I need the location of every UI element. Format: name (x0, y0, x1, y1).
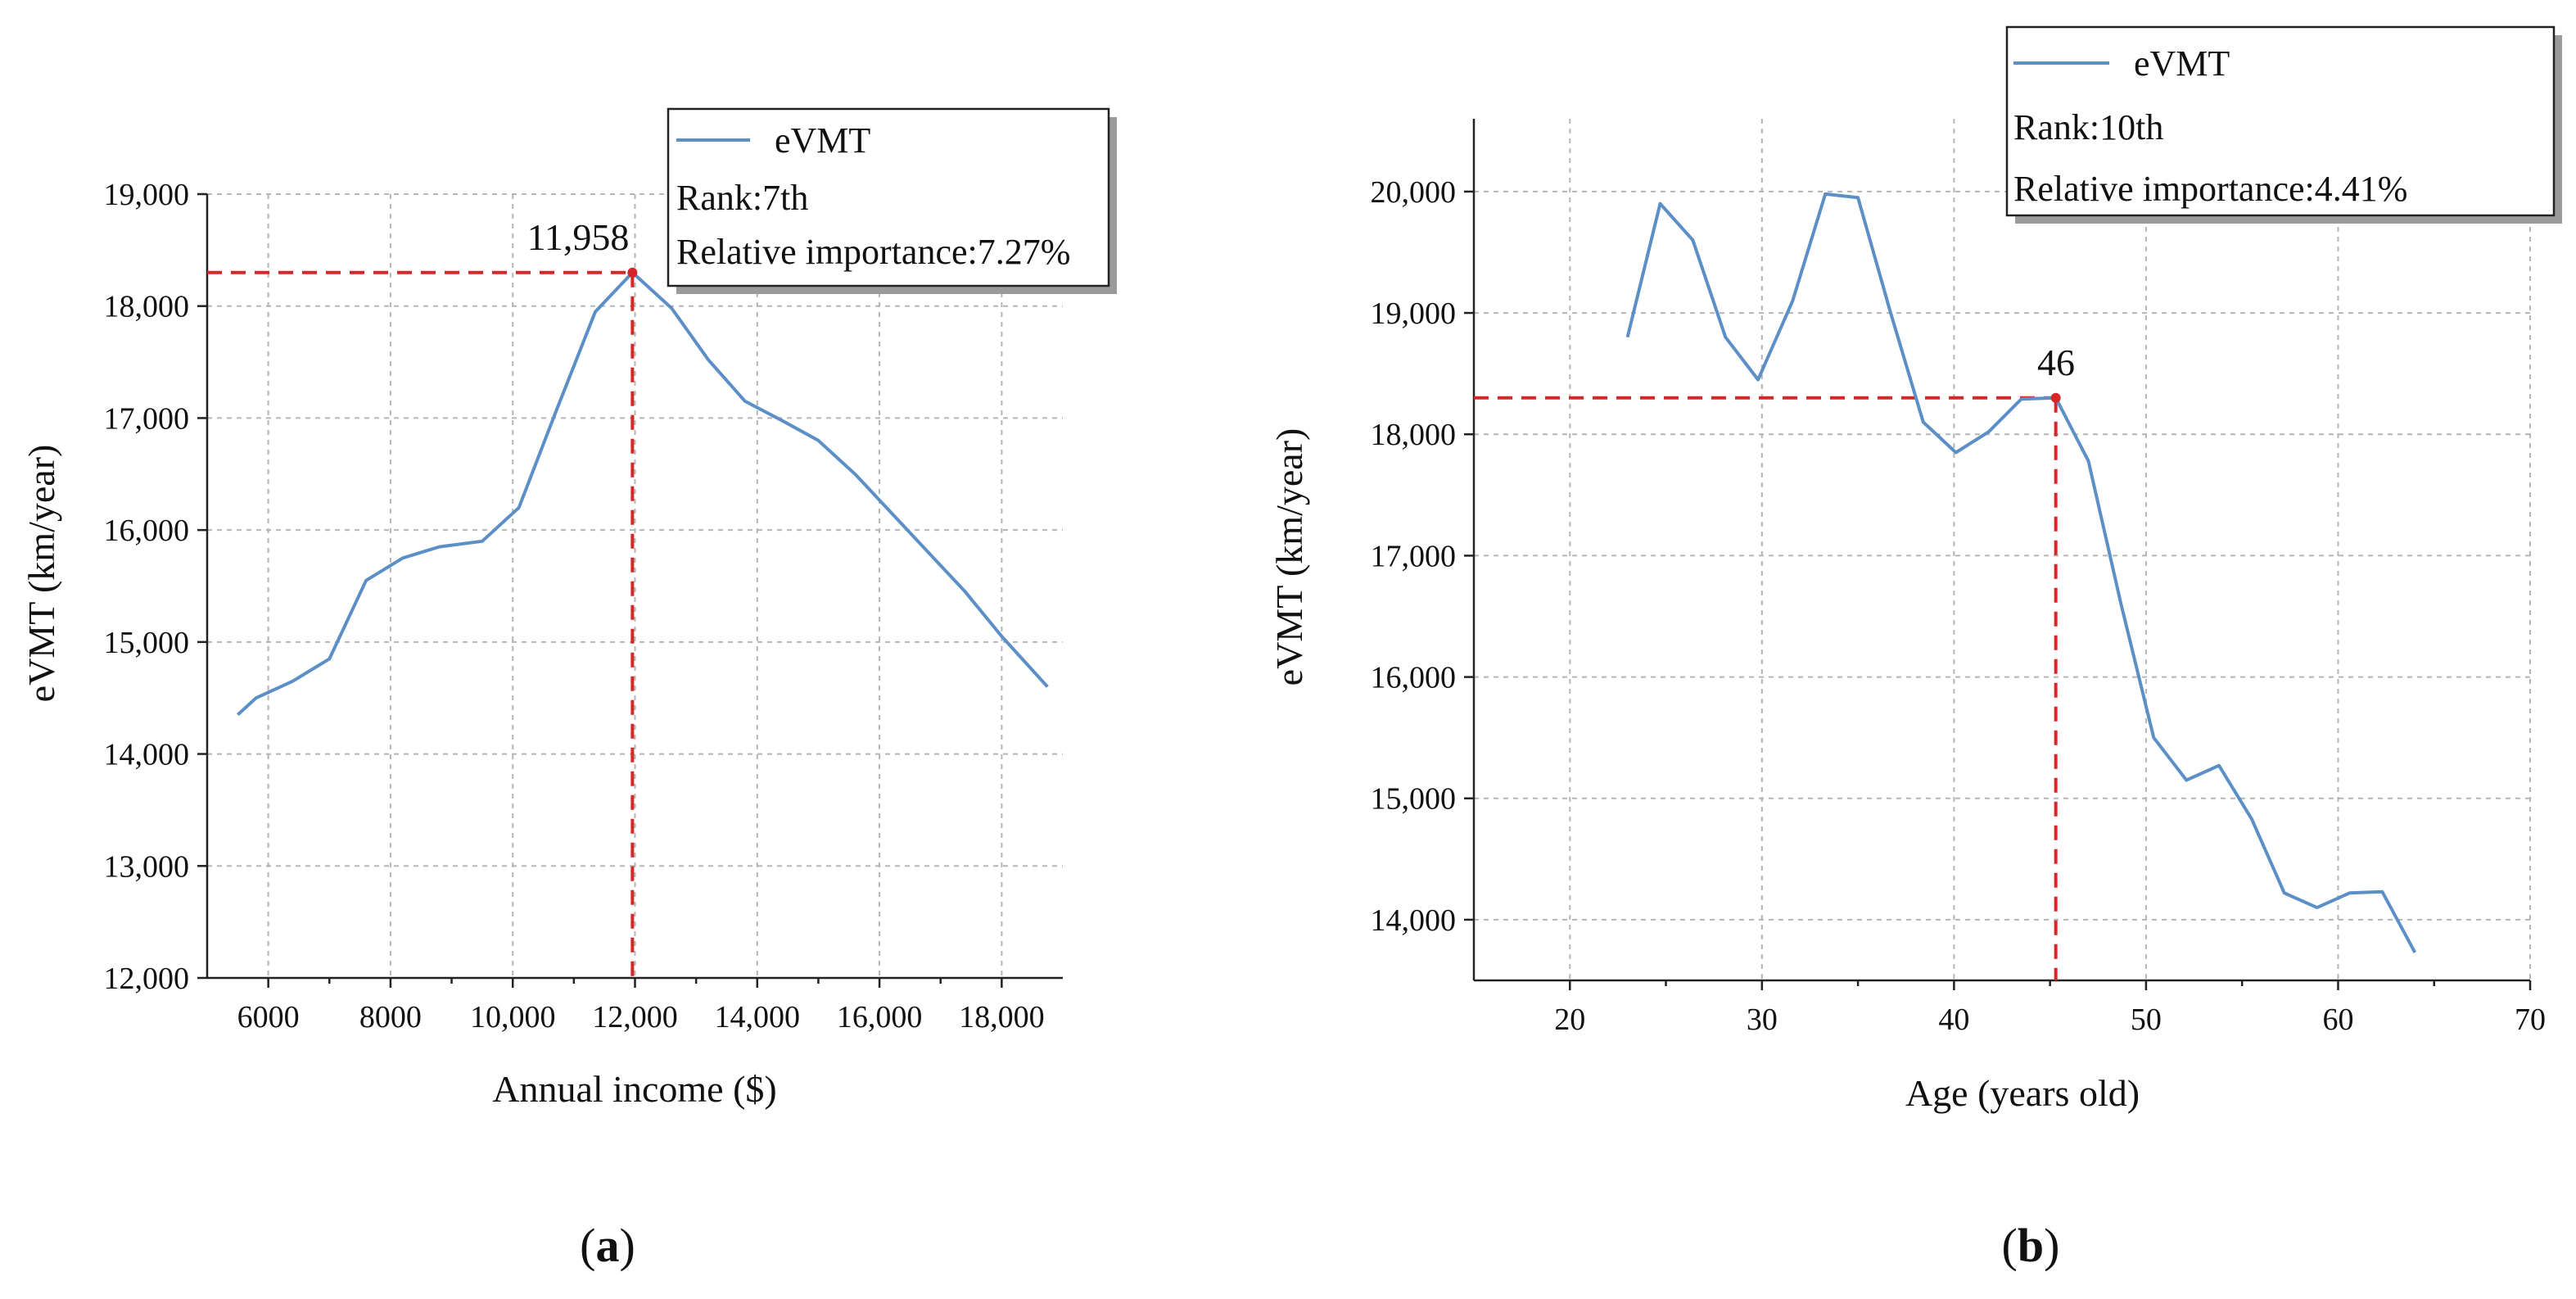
chart-b-annotation: 46 (2037, 342, 2075, 383)
chart-b-x-tick-label: 70 (2515, 1003, 2546, 1037)
chart-a-x-axis-title: Annual income ($) (492, 1068, 776, 1110)
chart-a-x-tick-label: 12,000 (592, 1000, 678, 1034)
chart-b-ticks: 20 30 40 50 60 70 14,000 15,000 16,000 17,000 18,0… (1371, 175, 2547, 1037)
chart-b: 20 30 40 50 60 70 14,000 15,000 16,000 17,000 18,0… (1268, 25, 2562, 1272)
chart-a-series (236, 267, 1049, 717)
chart-a-ticks: 6000 8000 10,000 12,000 14,000 16,000 18,000 12… (104, 178, 1045, 1034)
chart-b-y-tick-label: 20,000 (1371, 175, 1457, 210)
chart-a-gridlines (207, 193, 1063, 979)
chart-b-y-tick-label: 17,000 (1371, 539, 1457, 573)
chart-a-y-tick-label: 15,000 (104, 626, 190, 660)
chart-a-annotation: 11,958 (527, 216, 630, 258)
chart-b-y-tick-label: 16,000 (1371, 661, 1457, 695)
chart-b-legend-importance: Relative importance:4.41% (2013, 169, 2407, 209)
chart-a-series-line-eVMT (236, 270, 1049, 717)
chart-b-y-tick-label: 19,000 (1371, 296, 1457, 331)
chart-b-x-axis-title: Age (years old) (1905, 1072, 2140, 1114)
chart-b-legend-box (2005, 25, 2556, 217)
svg-text:(b): (b) (2002, 1219, 2060, 1272)
chart-a-x-tick-label: 6000 (237, 1000, 300, 1034)
chart-a-x-tick-label: 8000 (359, 1000, 422, 1034)
chart-b-y-tick-label: 15,000 (1371, 782, 1457, 817)
chart-a-y-tick-label: 13,000 (104, 849, 190, 884)
chart-b-caption: (b) (2002, 1219, 2060, 1272)
chart-b-x-tick-label: 40 (1938, 1003, 1969, 1037)
svg-text:(a): (a) (580, 1219, 635, 1272)
chart-a-y-tick-label: 12,000 (104, 962, 190, 996)
chart-a-x-tick-label: 10,000 (470, 1000, 556, 1034)
chart-a-y-tick-label: 17,000 (104, 401, 190, 436)
chart-a-x-tick-label: 18,000 (959, 1000, 1045, 1034)
chart-a-x-tick-label: 16,000 (837, 1000, 923, 1034)
chart-b-x-tick-label: 60 (2322, 1003, 2353, 1037)
chart-b-series (1625, 192, 2417, 953)
chart-b-gridlines (1474, 119, 2531, 980)
chart-b-y-axis-title: eVMT (km/year) (1268, 428, 1310, 686)
chart-b-x-tick-label: 30 (1747, 1003, 1778, 1037)
chart-b-caption-letter: b (2018, 1219, 2044, 1272)
chart-b-x-tick-label: 50 (2131, 1003, 2162, 1037)
chart-a-legend: eVMT Rank:7th Relative importance:7.27% (667, 107, 1117, 294)
chart-b-y-tick-label: 14,000 (1371, 903, 1457, 938)
chart-a-legend-importance: Relative importance:7.27% (676, 232, 1070, 272)
chart-b-reference-lines (1474, 396, 2058, 980)
chart-a-caption: (a) (580, 1219, 635, 1272)
chart-b-y-tick-label: 18,000 (1371, 418, 1457, 452)
chart-b-reference-point (2050, 392, 2061, 403)
chart-b-series-line-eVMT (1625, 192, 2417, 953)
chart-a-reference-point (627, 267, 638, 278)
chart-a: 6000 8000 10,000 12,000 14,000 16,000 18,000 12… (20, 107, 1117, 1272)
chart-a-y-tick-label: 16,000 (104, 514, 190, 548)
chart-b-legend: eVMT Rank:10th Relative importance:4.41% (2005, 25, 2562, 224)
chart-a-caption-letter: a (596, 1219, 620, 1272)
chart-b-legend-rank: Rank:10th (2013, 107, 2163, 147)
chart-b-x-tick-label: 20 (1554, 1003, 1585, 1037)
chart-a-y-tick-label: 19,000 (104, 178, 190, 212)
chart-a-y-tick-label: 14,000 (104, 738, 190, 772)
chart-b-legend-series-name: eVMT (2134, 43, 2230, 84)
chart-a-legend-series-name: eVMT (775, 120, 870, 161)
chart-a-y-tick-label: 18,000 (104, 290, 190, 324)
chart-a-x-tick-label: 14,000 (715, 1000, 801, 1034)
chart-a-legend-rank: Rank:7th (676, 178, 808, 218)
chart-a-y-axis-title: eVMT (km/year) (20, 445, 62, 703)
